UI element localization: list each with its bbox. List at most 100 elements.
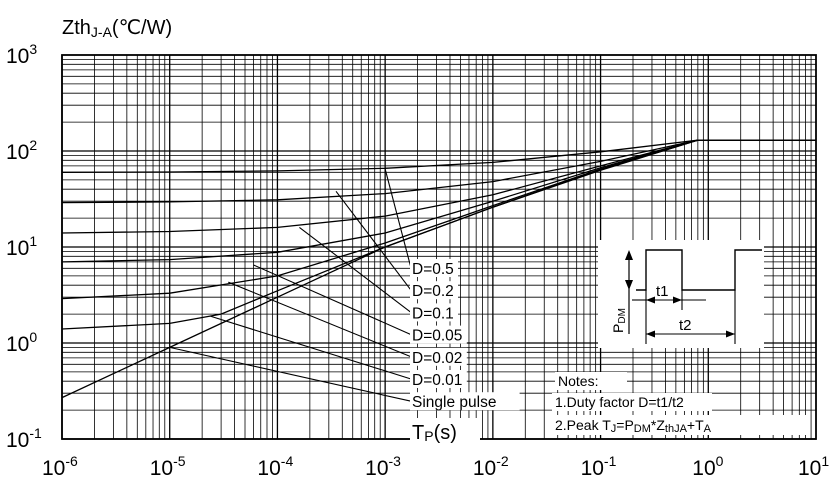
notes-line2-bg bbox=[552, 415, 808, 435]
x-tick-exp: -6 bbox=[65, 453, 78, 469]
x-tick-labels: 10-6 10-5 10-4 10-3 10-2 10-1 100 101 bbox=[42, 453, 829, 480]
x-tick-label: 100 bbox=[692, 453, 723, 480]
series-label-5: D=0.02 bbox=[412, 350, 462, 367]
notes-title-bg bbox=[555, 372, 627, 390]
leader-line-1 bbox=[384, 168, 412, 269]
x-tick-exp: -2 bbox=[496, 453, 509, 469]
inset-t2-arrow-l bbox=[646, 330, 655, 338]
leader-line-3 bbox=[299, 226, 412, 313]
y-tick-label: 100 bbox=[6, 329, 37, 356]
pulse-waveform-inset: t1 t2 PDM bbox=[598, 240, 764, 348]
y-axis-title: ZthJ-A(℃/W) bbox=[62, 17, 172, 40]
x-tick-base: 10 bbox=[581, 457, 604, 480]
inset-t1-label: t1 bbox=[656, 283, 669, 300]
y-tick-base: 10 bbox=[6, 429, 29, 452]
leader-lines: D=0.5 D=0.2 D=0.1 D=0.05 D=0.02 D=0.01 Single … bbox=[169, 168, 520, 411]
series-label-6: D=0.01 bbox=[412, 372, 462, 389]
x-axis-title: TP(s) bbox=[410, 418, 480, 444]
inset-t2-label: t2 bbox=[679, 317, 692, 334]
x-tick-exp: -4 bbox=[281, 453, 294, 469]
x-tick-base: 10 bbox=[365, 457, 388, 480]
notes-line2-mul: *Z bbox=[651, 417, 665, 433]
x-tick-base: 10 bbox=[798, 457, 821, 480]
x-tick-exp: -1 bbox=[604, 453, 617, 469]
inset-arrow-head-up bbox=[625, 250, 633, 260]
x-tick-exp: -5 bbox=[173, 453, 186, 469]
series-label-bg-2 bbox=[410, 281, 458, 300]
y-tick-label: 101 bbox=[6, 233, 37, 260]
series-line-7 bbox=[61, 139, 816, 399]
x-tick-label: 10-4 bbox=[257, 453, 293, 480]
x-axis-title-sub: P bbox=[424, 428, 433, 444]
notes-line2-eq: =P bbox=[616, 417, 634, 433]
notes-line2: 2.Peak TJ=PDM*ZthJA+TA bbox=[555, 417, 712, 435]
series-line-2 bbox=[61, 139, 816, 204]
x-tick-label: 10-3 bbox=[365, 453, 401, 480]
x-axis-title-text: TP(s) bbox=[412, 422, 457, 444]
leader-line-7 bbox=[169, 346, 412, 402]
notes-line2-ta-sub: A bbox=[704, 423, 712, 435]
y-tick-base: 10 bbox=[6, 45, 29, 68]
series-label-bg-3 bbox=[410, 303, 458, 322]
inset-pdm-label: PDM bbox=[610, 308, 628, 333]
x-tick-exp: 0 bbox=[716, 453, 724, 469]
y-tick-exp: 1 bbox=[29, 233, 37, 249]
inset-background bbox=[598, 240, 764, 348]
y-tick-exp: 0 bbox=[29, 329, 37, 345]
notes-box: Notes: 1.Duty factor D=t1/t2 2.Peak TJ=P… bbox=[552, 372, 808, 435]
series-label-bg-6 bbox=[410, 370, 467, 388]
inset-pdm-main: P bbox=[610, 324, 626, 333]
series-label-7: Single pulse bbox=[412, 394, 496, 411]
x-tick-label: 10-1 bbox=[581, 453, 617, 480]
series-label-bg-1 bbox=[410, 259, 458, 277]
series-label-2: D=0.2 bbox=[412, 283, 454, 300]
y-tick-base: 10 bbox=[6, 141, 29, 164]
y-axis-title-unit: (℃/W) bbox=[112, 17, 172, 39]
y-tick-exp: 3 bbox=[29, 41, 37, 57]
x-tick-label: 10-5 bbox=[150, 453, 186, 480]
notes-line2-pdm-sub: DM bbox=[634, 423, 651, 435]
inset-t1-arrow-l bbox=[646, 296, 655, 304]
y-tick-label: 103 bbox=[6, 41, 37, 68]
leader-line-6 bbox=[210, 315, 412, 380]
x-tick-exp: -3 bbox=[389, 453, 402, 469]
y-tick-exp: 2 bbox=[29, 137, 37, 153]
x-tick-base: 10 bbox=[42, 457, 65, 480]
inset-arrow-head-down bbox=[625, 280, 633, 290]
inset-t1-arrow-r bbox=[673, 296, 682, 304]
leader-line-5 bbox=[228, 281, 412, 358]
series-line-1 bbox=[61, 139, 816, 173]
series-label-1: D=0.5 bbox=[412, 261, 454, 278]
y-tick-label: 102 bbox=[6, 137, 37, 164]
y-tick-exp: -1 bbox=[29, 425, 42, 441]
x-tick-base: 10 bbox=[473, 457, 496, 480]
x-tick-base: 10 bbox=[692, 457, 715, 480]
x-tick-label: 101 bbox=[798, 453, 829, 480]
inset-pdm-sub: DM bbox=[617, 308, 628, 324]
x-tick-exp: 1 bbox=[821, 453, 829, 469]
inset-pulse-train bbox=[636, 249, 762, 291]
notes-line1-bg bbox=[552, 393, 712, 411]
y-tick-label: 10-1 bbox=[6, 425, 42, 452]
x-axis-title-main: T bbox=[412, 422, 424, 444]
x-tick-label: 10-2 bbox=[473, 453, 509, 480]
x-tick-label: 10-6 bbox=[42, 453, 78, 480]
notes-line1: 1.Duty factor D=t1/t2 bbox=[555, 394, 684, 410]
inset-t2-arrow-r bbox=[726, 330, 735, 338]
notes-line2-plus: +T bbox=[687, 417, 704, 433]
y-tick-base: 10 bbox=[6, 237, 29, 260]
series-label-bg-5 bbox=[410, 347, 467, 366]
series-group bbox=[61, 139, 816, 399]
notes-line2-tj-sub: J bbox=[611, 423, 617, 435]
notes-title: Notes: bbox=[558, 373, 598, 389]
x-tick-base: 10 bbox=[150, 457, 173, 480]
notes-line2-zth-sub: thJA bbox=[665, 423, 688, 435]
x-axis-title-unit: (s) bbox=[434, 422, 457, 444]
series-label-3: D=0.1 bbox=[412, 305, 454, 322]
notes-line2-pre: 2.Peak T bbox=[555, 417, 611, 433]
series-line-3 bbox=[61, 139, 816, 234]
leader-line-4 bbox=[253, 264, 412, 336]
